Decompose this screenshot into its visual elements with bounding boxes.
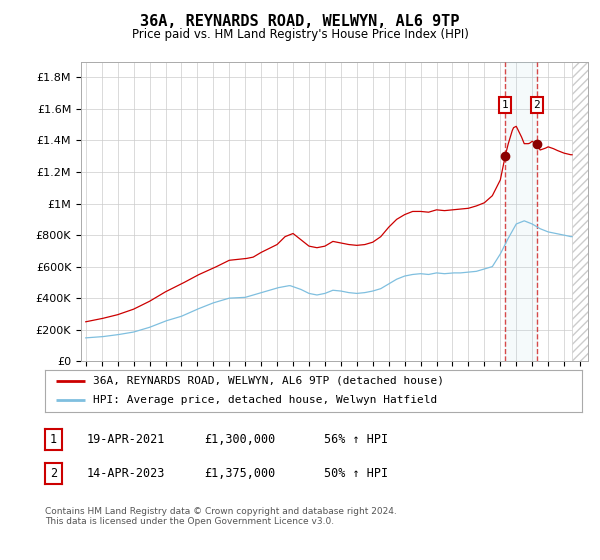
Text: 36A, REYNARDS ROAD, WELWYN, AL6 9TP (detached house): 36A, REYNARDS ROAD, WELWYN, AL6 9TP (det…: [94, 376, 445, 386]
Text: 2: 2: [533, 100, 540, 110]
Text: 1: 1: [502, 100, 508, 110]
Bar: [505, 62, 536, 361]
Text: 1: 1: [50, 433, 57, 446]
Text: 14-APR-2023: 14-APR-2023: [87, 466, 166, 480]
Text: 50% ↑ HPI: 50% ↑ HPI: [324, 466, 388, 480]
Text: 2: 2: [50, 466, 57, 480]
Text: 36A, REYNARDS ROAD, WELWYN, AL6 9TP: 36A, REYNARDS ROAD, WELWYN, AL6 9TP: [140, 14, 460, 29]
Text: HPI: Average price, detached house, Welwyn Hatfield: HPI: Average price, detached house, Welw…: [94, 395, 437, 405]
Text: Price paid vs. HM Land Registry's House Price Index (HPI): Price paid vs. HM Land Registry's House …: [131, 28, 469, 41]
Text: 19-APR-2021: 19-APR-2021: [87, 433, 166, 446]
Text: £1,300,000: £1,300,000: [204, 433, 275, 446]
Text: 56% ↑ HPI: 56% ↑ HPI: [324, 433, 388, 446]
Text: £1,375,000: £1,375,000: [204, 466, 275, 480]
Text: Contains HM Land Registry data © Crown copyright and database right 2024.
This d: Contains HM Land Registry data © Crown c…: [45, 507, 397, 526]
